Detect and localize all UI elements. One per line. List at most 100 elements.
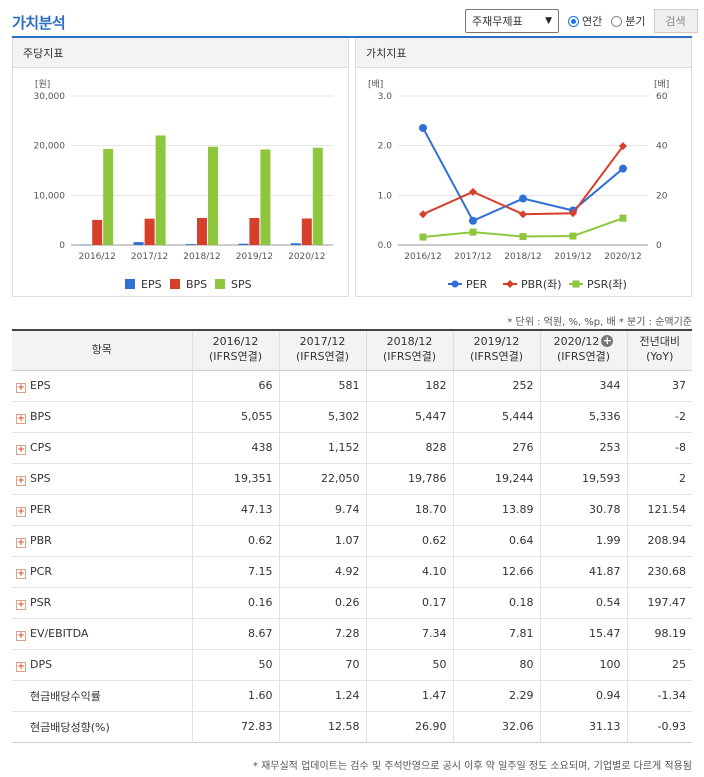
header-period-label: 2017/12	[299, 335, 346, 349]
row-label-cell[interactable]: + PBR	[12, 525, 192, 557]
value-cell: 50	[191, 649, 279, 681]
value-cell: 252	[452, 370, 540, 402]
value-cell: 19,351	[191, 463, 279, 495]
header-period: 2019/12 (IFRS연결)	[452, 329, 540, 371]
legend-label: BPS	[186, 278, 207, 291]
value-cell: 19,244	[452, 463, 540, 495]
yoy-cell: 2	[626, 463, 692, 495]
value-cell: 100	[539, 649, 627, 681]
legend-swatch-sps	[215, 279, 225, 289]
expand-plus-icon[interactable]: +	[16, 599, 26, 610]
table-row: + PSR 0.16 0.26 0.17 0.18 0.54 197.47	[12, 587, 692, 619]
row-label-cell[interactable]: + PCR	[12, 556, 192, 588]
legend-label: PER	[466, 278, 488, 291]
point-pbr	[419, 210, 427, 219]
table-row: + EPS 66 581 182 252 344 37	[12, 370, 692, 402]
value-cell: 7.34	[365, 618, 453, 650]
table-row: 현금배당수익률 1.60 1.24 1.47 2.29 0.94 -1.34	[12, 680, 692, 712]
value-cell: 80	[452, 649, 540, 681]
value-cell: 0.18	[452, 587, 540, 619]
legend-label: PSR(좌)	[587, 278, 627, 291]
bar-sps	[260, 149, 271, 245]
header-item: 항목	[12, 329, 192, 371]
yoy-cell: 197.47	[626, 587, 692, 619]
header-period-label: 2019/12	[473, 335, 520, 349]
value-cell: 19,593	[539, 463, 627, 495]
value-cell: 0.94	[539, 680, 627, 712]
expand-plus-icon[interactable]: +	[16, 630, 26, 641]
yoy-cell: 230.68	[626, 556, 692, 588]
row-label-cell[interactable]: + PSR	[12, 587, 192, 619]
bar-bps	[144, 218, 155, 245]
value-cell: 26.90	[365, 711, 453, 743]
x-tick-label: 2020/12	[604, 252, 641, 262]
value-cell: 1.99	[539, 525, 627, 557]
value-cell: 438	[191, 432, 279, 464]
bar-bps	[92, 219, 103, 245]
table-row: + PCR 7.15 4.92 4.10 12.66 41.87 230.68	[12, 556, 692, 588]
x-tick-label: 2016/12	[79, 252, 116, 262]
header-period-label: 2018/12	[386, 335, 433, 349]
expand-plus-icon[interactable]: +	[16, 537, 26, 548]
point-per	[519, 194, 527, 203]
expand-plus-icon[interactable]: +	[16, 661, 26, 672]
header-period: 2018/12 (IFRS연결)	[365, 329, 453, 371]
valuation-panel: 가치지표 [배] [배] 0.0 0 1.0 20 2.0 40 3.0 60 2016/12 201…	[355, 38, 692, 297]
point-psr	[619, 214, 627, 222]
expand-plus-icon[interactable]: +	[16, 382, 26, 393]
statement-select[interactable]: 주재무제표 ▼	[465, 9, 559, 33]
header-yoy-sub: (YoY)	[646, 350, 674, 364]
header-basis-label: (IFRS연결)	[469, 350, 524, 364]
per-share-panel: 주당지표 [원] 0 10,000 20,000 30,000 2016/12 2017/1…	[12, 38, 349, 297]
value-cell: 9.74	[278, 494, 366, 526]
section-title: 가치분석	[12, 14, 66, 32]
point-per	[419, 123, 427, 132]
row-label-cell[interactable]: + SPS	[12, 463, 192, 495]
legend-label: EPS	[141, 278, 162, 291]
value-cell: 253	[539, 432, 627, 464]
value-cell: 0.62	[191, 525, 279, 557]
radio-annual[interactable]: 연간	[568, 13, 602, 29]
search-button[interactable]: 검색	[653, 9, 698, 33]
expand-plus-icon[interactable]: +	[16, 444, 26, 455]
y-left-tick-label: 1.0	[378, 191, 393, 201]
bar-sps	[208, 146, 218, 245]
point-per	[619, 164, 627, 173]
value-cell: 581	[278, 370, 366, 402]
value-cell: 1.07	[278, 525, 366, 557]
expand-plus-icon[interactable]: +	[16, 506, 26, 517]
expand-plus-icon[interactable]: +	[16, 413, 26, 424]
y-left-tick-label: 0.0	[378, 241, 393, 251]
table-row: + PER 47.13 9.74 18.70 13.89 30.78 121.54	[12, 494, 692, 526]
value-cell: 5,336	[539, 401, 627, 433]
row-label-cell[interactable]: + CPS	[12, 432, 192, 464]
row-label: DPS	[30, 657, 53, 671]
series-line-pbr	[422, 145, 624, 216]
value-cell: 15.47	[539, 618, 627, 650]
row-label: EV/EBITDA	[30, 626, 89, 640]
table-row: + SPS 19,351 22,050 19,786 19,244 19,593 2	[12, 463, 692, 495]
value-cell: 182	[365, 370, 453, 402]
expand-plus-icon[interactable]: +	[16, 568, 26, 579]
point-psr	[419, 233, 427, 241]
radio-quarter[interactable]: 분기	[611, 13, 646, 29]
table-row: + CPS 438 1,152 828 276 253 -8	[12, 432, 692, 464]
header-basis-label: (IFRS연결)	[556, 350, 611, 364]
value-cell: 0.17	[365, 587, 453, 619]
row-label-cell[interactable]: + DPS	[12, 649, 192, 681]
point-psr	[469, 228, 477, 236]
yoy-cell: 37	[626, 370, 692, 402]
row-label-cell[interactable]: + PER	[12, 494, 192, 526]
value-cell: 344	[539, 370, 627, 402]
row-label-cell[interactable]: + EV/EBITDA	[12, 618, 192, 650]
point-pbr	[569, 209, 577, 218]
row-label-cell[interactable]: + BPS	[12, 401, 192, 433]
value-cell: 41.87	[539, 556, 627, 588]
value-cell: 5,447	[365, 401, 453, 433]
row-label: CPS	[30, 440, 52, 454]
legend-marker-psr	[572, 280, 580, 288]
add-period-icon[interactable]: +	[601, 334, 614, 348]
row-label-cell[interactable]: + EPS	[12, 370, 192, 402]
header-period: 2020/12 + (IFRS연결)	[539, 329, 627, 371]
expand-plus-icon[interactable]: +	[16, 475, 26, 486]
